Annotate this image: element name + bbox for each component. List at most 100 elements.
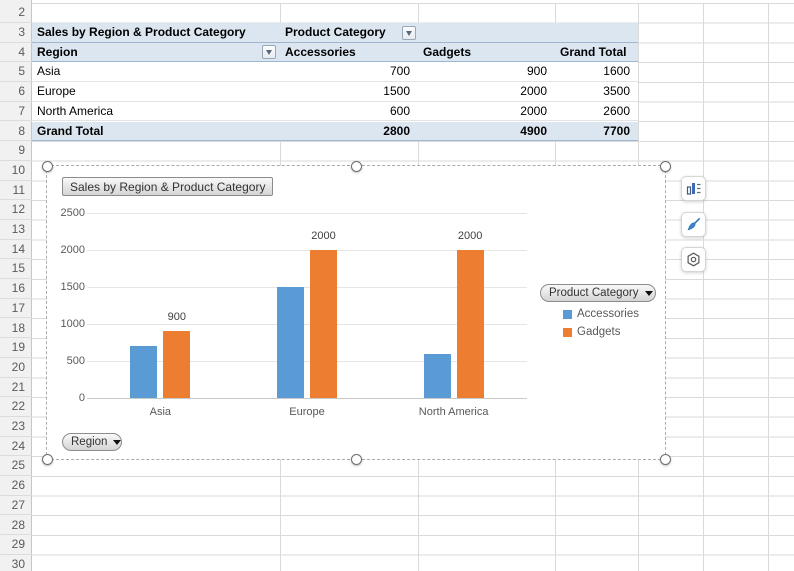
cell-region-label[interactable]: North America: [37, 103, 114, 118]
row-header-8[interactable]: 8: [0, 122, 32, 142]
y-gridline: [87, 250, 527, 251]
pivot-title-cell[interactable]: Sales by Region & Product Category: [37, 25, 246, 39]
row-header-13[interactable]: 13: [0, 220, 32, 240]
chart-title-text: Sales by Region & Product Category: [70, 179, 266, 194]
bar-gadgets-north-america[interactable]: [456, 250, 484, 398]
cell-value[interactable]: 600: [389, 103, 410, 118]
row-header-12[interactable]: 12: [0, 200, 32, 220]
row-header-17[interactable]: 17: [0, 299, 32, 319]
row-header-30[interactable]: 30: [0, 555, 32, 571]
pivot-chart[interactable]: Sales by Region & Product Category Produ…: [41, 160, 671, 465]
legend-field-button[interactable]: Product Category: [540, 284, 656, 302]
y-axis-tick-label: 1500: [60, 280, 85, 293]
y-axis-tick-label: 0: [78, 391, 85, 404]
cell-value[interactable]: 2000: [520, 103, 547, 118]
selection-handle-bottom-right[interactable]: [659, 453, 671, 465]
row-header-24[interactable]: 24: [0, 437, 32, 457]
cell-value[interactable]: 2600: [603, 103, 630, 118]
row-header-2[interactable]: 2: [0, 3, 32, 23]
cell-region-label[interactable]: Asia: [37, 64, 61, 79]
bar-accessories-north-america[interactable]: [423, 353, 451, 398]
legend-swatch-icon: [563, 309, 572, 319]
pivot-column-field-cell[interactable]: Product Category: [285, 25, 386, 39]
row-header-21[interactable]: 21: [0, 378, 32, 398]
chart-elements-icon: [686, 183, 701, 195]
row-header-7[interactable]: 7: [0, 102, 32, 122]
data-label: 2000: [311, 230, 336, 242]
cell-region-label[interactable]: Grand Total: [37, 123, 104, 138]
row-header-9[interactable]: 9: [0, 141, 32, 161]
cell-value[interactable]: 3500: [603, 84, 630, 99]
pivot-data-row: North America 600 2000 2600: [32, 102, 638, 122]
chevron-down-icon: [406, 30, 412, 36]
column-header-gadgets[interactable]: Gadgets: [423, 44, 472, 59]
column-gridline: [768, 3, 769, 571]
axis-field-button[interactable]: Region: [62, 433, 122, 451]
legend-label: Gadgets: [577, 326, 621, 338]
pivot-table[interactable]: Sales by Region & Product Category Produ…: [32, 23, 638, 142]
pivot-header-row: Region Accessories Gadgets Grand Total: [32, 42, 638, 63]
row-header-column[interactable]: 2 3 4 5 6 7 8 9 10 11 12 13 14 15 16 17 18 19 20 21 22 23 24 25…: [0, 0, 32, 571]
row-header-18[interactable]: 18: [0, 319, 32, 339]
row-header-23[interactable]: 23: [0, 417, 32, 437]
bar-accessories-asia[interactable]: [130, 346, 158, 398]
row-header-14[interactable]: 14: [0, 240, 32, 260]
row-header-15[interactable]: 15: [0, 259, 32, 280]
row-header-27[interactable]: 27: [0, 496, 32, 516]
chart-elements-button[interactable]: [681, 176, 706, 201]
selection-handle-top-right[interactable]: [659, 160, 671, 172]
row-header-25[interactable]: 25: [0, 456, 32, 477]
row-header-28[interactable]: 28: [0, 516, 32, 536]
column-header-grand-total[interactable]: Grand Total: [560, 44, 627, 59]
chart-title-field-button[interactable]: Sales by Region & Product Category: [62, 177, 274, 196]
chart-filters-button[interactable]: [681, 246, 706, 272]
hexagon-settings-icon: [687, 252, 700, 266]
row-header-22[interactable]: 22: [0, 397, 32, 417]
x-axis-category-label: Asia: [149, 406, 172, 418]
chevron-down-icon: [644, 290, 653, 296]
y-axis-tick-label: 500: [66, 354, 85, 367]
selection-handle-top-left[interactable]: [41, 160, 53, 172]
row-header-19[interactable]: 19: [0, 338, 32, 358]
row-header-6[interactable]: 6: [0, 82, 32, 102]
cell-value[interactable]: 4900: [520, 123, 547, 138]
column-header-accessories[interactable]: Accessories: [285, 44, 356, 59]
row-field-filter-dropdown[interactable]: [262, 45, 276, 60]
cell-region-label[interactable]: Europe: [37, 84, 76, 99]
row-header-5[interactable]: 5: [0, 62, 32, 83]
pivot-data-row: Europe 1500 2000 3500: [32, 82, 638, 102]
pivot-data-row: Asia 700 900 1600: [32, 62, 638, 83]
data-label: 900: [167, 311, 186, 324]
row-header-3[interactable]: 3: [0, 23, 32, 43]
cell-value[interactable]: 1600: [603, 64, 630, 79]
row-header-11[interactable]: 11: [0, 181, 32, 201]
cell-value[interactable]: 2000: [520, 84, 547, 99]
cell-value[interactable]: 700: [389, 64, 410, 79]
selection-handle-bottom-middle[interactable]: [350, 453, 362, 465]
bar-gadgets-asia[interactable]: [163, 331, 191, 398]
row-header-10[interactable]: 10: [0, 161, 32, 181]
selection-handle-top-middle[interactable]: [350, 160, 362, 172]
row-header-26[interactable]: 26: [0, 476, 32, 496]
bar-accessories-europe[interactable]: [277, 287, 304, 398]
legend-item-gadgets[interactable]: Gadgets: [563, 325, 620, 339]
column-gridline: [703, 3, 704, 571]
selection-handle-bottom-left[interactable]: [41, 453, 53, 465]
cell-value[interactable]: 1500: [383, 84, 410, 99]
cell-value[interactable]: 900: [526, 64, 547, 79]
row-header-20[interactable]: 20: [0, 358, 32, 378]
row-header-16[interactable]: 16: [0, 279, 32, 299]
x-axis-line: [87, 398, 527, 399]
chart-styles-button[interactable]: [681, 211, 706, 237]
pivot-row-field-cell[interactable]: Region: [37, 44, 78, 59]
cell-value[interactable]: 2800: [383, 123, 410, 138]
legend-field-text: Product Category: [549, 287, 639, 299]
bar-gadgets-europe[interactable]: [310, 250, 337, 398]
row-header-29[interactable]: 29: [0, 535, 32, 555]
row-header-4[interactable]: 4: [0, 43, 32, 63]
legend-item-accessories[interactable]: Accessories: [563, 307, 639, 321]
cell-value[interactable]: 7700: [603, 123, 630, 138]
y-gridline: [87, 213, 527, 214]
column-field-filter-dropdown[interactable]: [402, 26, 416, 40]
